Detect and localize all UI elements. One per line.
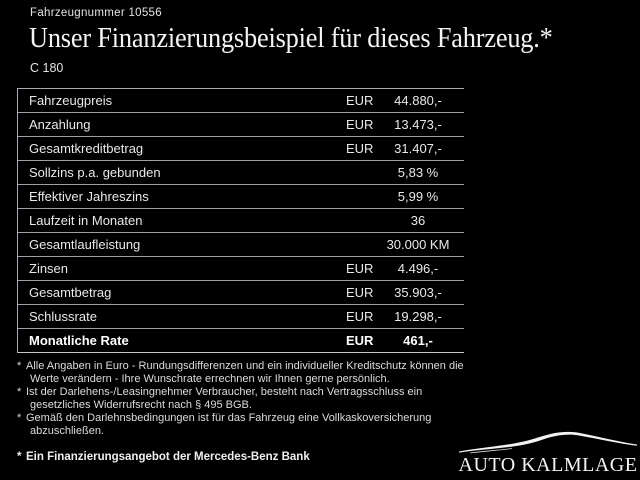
row-value: 19.298,- xyxy=(394,309,442,324)
row-label: Gesamtbetrag xyxy=(29,285,112,300)
row-label: Gesamtkreditbetrag xyxy=(29,141,144,156)
row-currency: EUR xyxy=(346,117,374,132)
row-label: Monatliche Rate xyxy=(29,333,129,348)
finance-table-body: Fahrzeugpreis EUR 44.880,- Anzahlung EUR… xyxy=(18,89,464,353)
footnote-marker: * xyxy=(17,451,22,463)
footnote-text: Gemäß den Darlehnsbedingungen ist für da… xyxy=(26,412,432,437)
table-row: Gesamtlaufleistung 30.000 KM xyxy=(18,233,464,257)
row-value: 30.000 KM xyxy=(386,237,450,252)
row-value: 5,83 % xyxy=(397,165,439,180)
footnote-marker: * xyxy=(17,360,22,372)
table-row: Fahrzeugpreis EUR 44.880,- xyxy=(18,89,464,113)
table-row: Gesamtkreditbetrag EUR 31.407,- xyxy=(18,137,464,161)
row-currency: EUR xyxy=(346,261,374,276)
row-label: Gesamtlaufleistung xyxy=(29,237,141,252)
table-row: Laufzeit in Monaten 36 xyxy=(18,209,464,233)
footnote-marker: * xyxy=(17,412,22,424)
footnote: * Alle Angaben in Euro - Rundungsdifferen… xyxy=(17,360,469,386)
footnotes: * Alle Angaben in Euro - Rundungsdifferen… xyxy=(17,360,469,438)
row-label: Laufzeit in Monaten xyxy=(29,213,143,228)
row-label: Fahrzeugpreis xyxy=(29,93,113,108)
row-label: Anzahlung xyxy=(29,117,91,132)
row-value: 35.903,- xyxy=(394,285,442,300)
footnote-text: Ist der Darlehens-/Leasingnehmer Verbrau… xyxy=(26,386,423,411)
row-value: 31.407,- xyxy=(394,141,442,156)
vehicle-model: C 180 xyxy=(30,61,64,75)
offer-note: * Ein Finanzierungsangebot der Mercedes-B… xyxy=(17,451,482,464)
table-row: Zinsen EUR 4.496,- xyxy=(18,257,464,281)
vehicle-number: Fahrzeugnummer 10556 xyxy=(30,7,162,19)
row-label: Effektiver Jahreszins xyxy=(29,189,149,204)
row-currency: EUR xyxy=(346,333,374,348)
footnote: * Ist der Darlehens-/Leasingnehmer Verbra… xyxy=(17,386,469,412)
table-row: Gesamtbetrag EUR 35.903,- xyxy=(18,281,464,305)
row-label: Zinsen xyxy=(29,261,69,276)
row-currency: EUR xyxy=(346,285,374,300)
table-row: Effektiver Jahreszins 5,99 % xyxy=(18,185,464,209)
row-value: 5,99 % xyxy=(397,189,439,204)
finance-table: Fahrzeugpreis EUR 44.880,- Anzahlung EUR… xyxy=(17,88,464,353)
dealer-name: AUTO KALMLAGE xyxy=(458,454,638,476)
footnote-text: Alle Angaben in Euro - Rundungsdifferenz… xyxy=(26,360,464,385)
offer-note-text: Ein Finanzierungsangebot der Mercedes-Be… xyxy=(26,451,310,463)
row-value: 461,- xyxy=(403,333,433,348)
footnote-marker: * xyxy=(17,386,22,398)
row-value: 44.880,- xyxy=(394,93,442,108)
table-row: Sollzins p.a. gebunden 5,83 % xyxy=(18,161,464,185)
row-currency: EUR xyxy=(346,93,374,108)
row-label: Schlussrate xyxy=(29,309,97,324)
row-currency: EUR xyxy=(346,141,374,156)
table-row: Anzahlung EUR 13.473,- xyxy=(18,113,464,137)
footnote: * Gemäß den Darlehnsbedingungen ist für d… xyxy=(17,412,469,438)
table-row: Schlussrate EUR 19.298,- xyxy=(18,305,464,329)
table-row: Monatliche Rate EUR 461,- xyxy=(18,329,464,353)
row-currency: EUR xyxy=(346,309,374,324)
row-value: 13.473,- xyxy=(394,117,442,132)
row-value: 4.496,- xyxy=(397,261,439,276)
row-label: Sollzins p.a. gebunden xyxy=(29,165,161,180)
dealer-logo: AUTO KALMLAGE xyxy=(456,424,640,478)
row-value: 36 xyxy=(410,213,426,228)
car-silhouette-icon xyxy=(459,431,637,454)
page-title: Unser Finanzierungsbeispiel für dieses F… xyxy=(29,23,553,54)
